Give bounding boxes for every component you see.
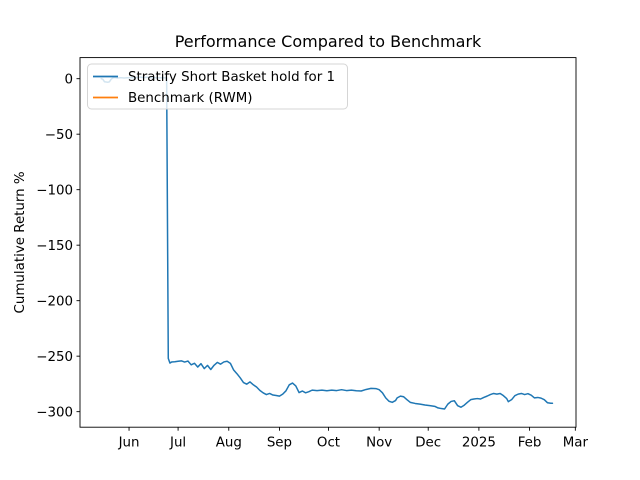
y-tick-label: −100 [36, 183, 73, 198]
chart-title: Performance Compared to Benchmark [175, 32, 482, 51]
y-axis-label: Cumulative Return % [13, 171, 28, 313]
y-tick-label: −300 [36, 405, 73, 420]
legend-label-benchmark: Benchmark (RWM) [128, 91, 253, 106]
y-tick-label: −250 [36, 350, 73, 365]
plot-area-frame [79, 57, 577, 428]
y-tick-label: −50 [45, 128, 73, 143]
y-tick-label: −200 [36, 294, 73, 309]
x-tick-label: Nov [366, 436, 392, 451]
legend-box [87, 63, 348, 110]
x-tick-label: 2025 [462, 436, 496, 451]
legend: Stratify Short Basket hold for 1 Benchma… [87, 63, 348, 110]
legend-label-stratify: Stratify Short Basket hold for 1 [128, 70, 335, 85]
x-tick-label: Mar [563, 436, 589, 451]
y-axis-ticks: 0 −50 −100 −150 −200 −250 −300 [36, 72, 80, 420]
x-axis-ticks: Jun Jul Aug Sep Oct Nov Dec 2025 Feb Mar [118, 427, 589, 451]
x-tick-label: Feb [518, 436, 542, 451]
y-tick-label: −150 [36, 239, 73, 254]
x-tick-label: Oct [317, 436, 340, 451]
x-tick-label: Dec [415, 436, 441, 451]
x-tick-label: Aug [216, 436, 242, 451]
y-tick-label: 0 [64, 72, 73, 87]
x-tick-label: Jul [169, 436, 186, 451]
x-tick-label: Sep [267, 436, 292, 451]
x-tick-label: Jun [118, 436, 140, 451]
